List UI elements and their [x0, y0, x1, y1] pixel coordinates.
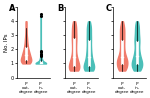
Point: [40, 51, 42, 53]
Point: [40, 54, 42, 56]
Point: [40, 15, 42, 16]
Bar: [88, 40, 90, 66]
Point: [40, 13, 42, 15]
Point: [40, 50, 42, 52]
Bar: [73, 39, 75, 66]
Bar: [40, 61, 42, 64]
Y-axis label: No. IPs: No. IPs: [4, 33, 9, 52]
Point: [40, 53, 42, 54]
Text: C: C: [105, 4, 111, 13]
Text: B: B: [57, 4, 63, 13]
Bar: [25, 47, 27, 60]
Text: A: A: [9, 4, 15, 13]
Point: [40, 56, 42, 57]
Bar: [121, 40, 123, 64]
Bar: [136, 41, 138, 64]
